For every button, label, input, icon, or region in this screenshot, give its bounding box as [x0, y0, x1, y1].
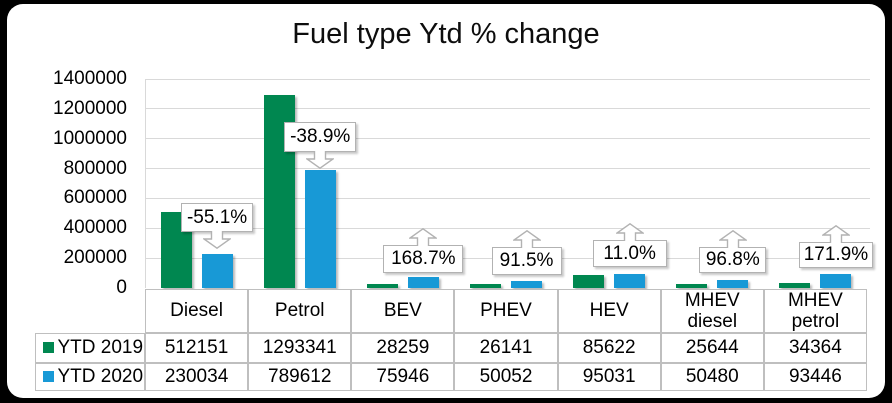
table-value-ytd-2019-diesel: 512151	[145, 332, 249, 363]
bar-ytd-2019-mhev-diesel	[676, 284, 708, 288]
callout-phev: 91.5%	[491, 247, 562, 275]
gridline	[145, 227, 870, 229]
bar-ytd-2019-mhev-petrol	[779, 283, 811, 288]
table-legend-ytd-2019: YTD 2019	[34, 332, 145, 363]
y-axis-tick-label: 0	[116, 277, 127, 298]
bar-ytd-2020-diesel	[201, 254, 233, 288]
table-value-ytd-2020-petrol: 789612	[248, 362, 352, 391]
callout-arrow-up-icon	[408, 228, 439, 247]
table-value-ytd-2019-phev: 26141	[454, 332, 558, 363]
legend-label: YTD 2020	[57, 366, 144, 387]
bar-ytd-2020-mhev-diesel	[717, 280, 749, 288]
y-axis-tick-label: 1200000	[53, 97, 127, 119]
table-value-ytd-2020-mhev-diesel: 50480	[660, 362, 764, 391]
bar-ytd-2020-phev	[511, 281, 542, 288]
callout-mhev-petrol: 171.9%	[798, 242, 873, 268]
callout-arrow-up-icon	[820, 225, 852, 244]
callout-hev: 11.0%	[592, 240, 667, 267]
callout-arrow-up-icon	[717, 230, 748, 249]
table-value-ytd-2019-petrol: 1293341	[248, 332, 352, 363]
table-value-ytd-2019-mhev-diesel: 25644	[660, 332, 764, 363]
table-header-bev: BEV	[351, 288, 455, 333]
bar-ytd-2020-bev	[407, 277, 439, 288]
table-value-ytd-2019-hev: 85622	[557, 332, 661, 363]
legend-swatch-ytd-2019	[42, 342, 54, 353]
table-value-ytd-2020-bev: 75946	[351, 362, 455, 391]
table-value-ytd-2020-phev: 50052	[454, 362, 558, 391]
table-header-mhev-diesel: MHEV diesel	[660, 288, 764, 333]
y-axis-tick-label: 1000000	[53, 127, 127, 149]
table-value-ytd-2020-mhev-petrol: 93446	[763, 362, 867, 391]
chart-title: Fuel type Ytd % change	[292, 18, 600, 50]
bar-ytd-2020-hev	[614, 274, 646, 288]
legend-label: YTD 2019	[57, 337, 144, 358]
table-value-ytd-2019-mhev-petrol: 34364	[763, 332, 867, 363]
bar-ytd-2019-phev	[470, 284, 501, 288]
table-header-petrol: Petrol	[248, 288, 352, 333]
callout-arrow-up-icon	[511, 230, 542, 249]
legend-swatch-ytd-2020	[42, 371, 54, 382]
gridline	[145, 108, 870, 110]
bar-ytd-2019-bev	[366, 284, 398, 288]
y-axis-tick-label: 200000	[63, 247, 127, 269]
y-axis-tick-label: 800000	[63, 157, 127, 179]
table-header-hev: HEV	[557, 288, 661, 333]
table-legend-ytd-2020: YTD 2020	[34, 362, 145, 391]
gridline	[145, 168, 870, 170]
bar-ytd-2020-petrol	[304, 170, 336, 288]
table-value-ytd-2019-bev: 28259	[351, 332, 455, 363]
table-header-diesel: Diesel	[145, 288, 249, 333]
y-axis-tick-label: 400000	[63, 217, 127, 239]
table-header-mhev-petrol: MHEV petrol	[763, 288, 867, 333]
callout-bev: 168.7%	[383, 245, 464, 273]
y-axis-line	[145, 79, 146, 288]
callout-arrow-down-icon	[201, 230, 233, 249]
table-value-ytd-2020-diesel: 230034	[145, 362, 249, 391]
bar-ytd-2019-hev	[573, 275, 605, 288]
callout-arrow-down-icon	[305, 150, 336, 169]
bar-ytd-2020-mhev-petrol	[820, 274, 852, 288]
y-axis-tick-label: 600000	[63, 187, 127, 209]
gridline	[145, 78, 870, 80]
table-value-ytd-2020-hev: 95031	[557, 362, 661, 391]
callout-diesel: -55.1%	[181, 203, 254, 232]
gridline	[145, 197, 870, 199]
callout-arrow-up-icon	[614, 223, 645, 242]
table-header-phev: PHEV	[454, 288, 558, 333]
gridline	[145, 138, 870, 140]
callout-petrol: -38.9%	[284, 122, 357, 152]
y-axis-tick-label: 1400000	[53, 68, 127, 89]
callout-mhev-diesel: 96.8%	[699, 247, 767, 273]
